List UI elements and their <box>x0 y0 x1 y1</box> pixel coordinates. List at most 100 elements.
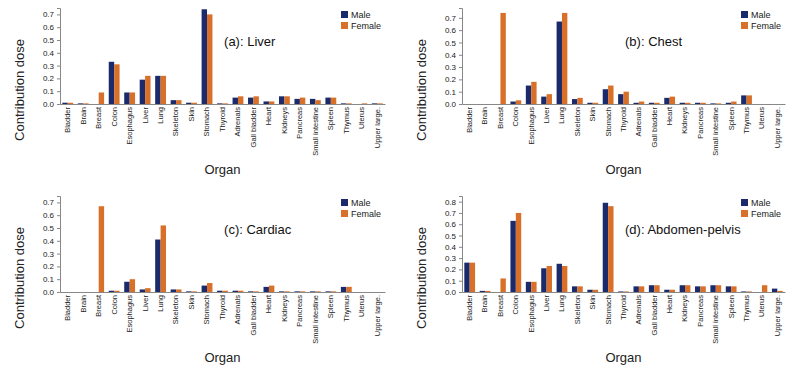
tick-label: 0.5 <box>445 232 457 241</box>
legend-item: Female <box>741 21 781 31</box>
bar <box>372 292 377 293</box>
legend: MaleFemale <box>341 198 381 219</box>
bar <box>341 103 346 104</box>
tick: Skeleton <box>171 292 180 324</box>
axis-line <box>463 292 786 293</box>
bar <box>762 285 767 292</box>
legend-swatch <box>741 210 748 217</box>
tick: Breast <box>94 292 103 317</box>
bar <box>284 291 289 292</box>
bar <box>624 92 629 104</box>
tick-label: Small intestine <box>311 295 320 344</box>
bar <box>223 291 228 292</box>
tick: 0.4 <box>43 49 60 58</box>
tick: 0.0 <box>445 288 462 297</box>
tick: 0.5 <box>43 36 60 45</box>
bar <box>618 291 623 292</box>
tick-mark <box>57 91 60 92</box>
tick-label: Brain <box>79 295 88 313</box>
tick: 0.5 <box>43 224 60 233</box>
tick-mark <box>459 55 462 56</box>
chart-title: (c): Cardiac <box>224 222 292 237</box>
tick-label: Spleen <box>727 295 736 318</box>
bar <box>109 291 114 292</box>
tick-mark <box>57 215 60 216</box>
bar <box>577 98 582 104</box>
bar <box>310 291 315 292</box>
bar <box>480 291 485 292</box>
tick-label: Upper large. <box>773 295 782 336</box>
tick-mark <box>57 279 60 280</box>
tick: Thyroid <box>619 104 628 132</box>
tick-label: 0.6 <box>43 211 55 220</box>
tick-label: Heart <box>264 106 273 125</box>
bar <box>124 92 129 104</box>
chart-title: (a): Liver <box>224 34 276 49</box>
tick: Colon <box>511 104 520 127</box>
tick-label: Skin <box>588 107 597 122</box>
tick: 0.2 <box>43 262 60 271</box>
bar <box>726 103 731 104</box>
tick: Gall bladder <box>249 292 258 335</box>
bar <box>685 285 690 292</box>
tick-label: 0.2 <box>445 265 457 274</box>
tick: 0.4 <box>445 243 462 252</box>
tick: Gall bladder <box>249 104 258 147</box>
bar-series <box>109 240 347 292</box>
bar <box>161 76 166 104</box>
y-axis: 0.00.10.20.30.40.50.60.7 <box>445 9 463 110</box>
tick-mark <box>459 79 462 80</box>
bar <box>114 64 119 104</box>
tick: 0.6 <box>43 23 60 32</box>
legend-item: Female <box>741 209 781 219</box>
bars <box>99 206 352 292</box>
bar <box>331 291 336 292</box>
tick: Brain <box>480 292 489 313</box>
tick: Kidneys <box>680 104 689 134</box>
tick-label: Breast <box>94 106 103 129</box>
tick: Esophagus <box>527 292 536 333</box>
legend-label: Female <box>351 21 381 31</box>
tick: Upper large. <box>373 292 382 336</box>
tick-mark <box>459 292 462 293</box>
bar <box>685 103 690 104</box>
tick-label: 0.5 <box>445 39 457 48</box>
bar <box>202 286 207 292</box>
tick: Stomach <box>604 292 613 325</box>
tick-label: 0.0 <box>43 100 55 109</box>
bar <box>664 290 669 292</box>
bar <box>346 287 351 292</box>
bar <box>772 289 777 292</box>
tick-mark <box>459 247 462 248</box>
bar <box>547 94 552 104</box>
bar <box>372 103 377 104</box>
bar <box>124 282 129 292</box>
tick: Spleen <box>326 292 335 318</box>
tick: 0.7 <box>445 14 462 23</box>
tick-label: Gall bladder <box>650 295 659 336</box>
tick-mark <box>459 224 462 225</box>
bar <box>186 103 191 104</box>
bar <box>731 102 736 104</box>
tick: Colon <box>110 104 119 127</box>
bar <box>485 104 490 105</box>
tick-label: Lung <box>557 107 566 124</box>
bar <box>500 278 505 292</box>
x-axis: BladderBrainBreastColonEsophagusLiverLun… <box>61 104 386 156</box>
tick-mark <box>459 104 462 105</box>
legend: MaleFemale <box>741 10 781 31</box>
bar <box>587 103 592 104</box>
tick: Heart <box>665 104 674 125</box>
tick: Breast <box>94 104 103 129</box>
tick-label: Brain <box>480 107 489 125</box>
tick-label: Breast <box>496 106 505 129</box>
bar <box>680 103 685 104</box>
tick: 0.1 <box>43 275 60 284</box>
tick-label: Breast <box>496 294 505 317</box>
legend-label: Male <box>751 198 771 208</box>
bar <box>145 288 150 292</box>
bar <box>747 95 752 104</box>
tick-label: Pancreas <box>295 295 304 327</box>
bar <box>639 102 644 104</box>
bar <box>362 292 367 293</box>
